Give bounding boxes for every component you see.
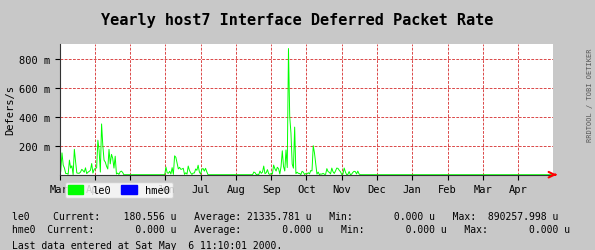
Text: hme0  Current:       0.000 u   Average:       0.000 u   Min:       0.000 u   Max: hme0 Current: 0.000 u Average: 0.000 u M… [12,224,570,234]
Text: Last data entered at Sat May  6 11:10:01 2000.: Last data entered at Sat May 6 11:10:01 … [12,240,282,250]
Text: Yearly host7 Interface Deferred Packet Rate: Yearly host7 Interface Deferred Packet R… [101,12,494,28]
Legend: le0, hme0: le0, hme0 [65,182,173,198]
Text: le0    Current:    180.556 u   Average: 21335.781 u   Min:       0.000 u   Max: : le0 Current: 180.556 u Average: 21335.78… [12,211,558,221]
Y-axis label: Defers/s: Defers/s [6,85,15,135]
Text: RRDTOOL / TOBI OETIKER: RRDTOOL / TOBI OETIKER [587,48,593,142]
